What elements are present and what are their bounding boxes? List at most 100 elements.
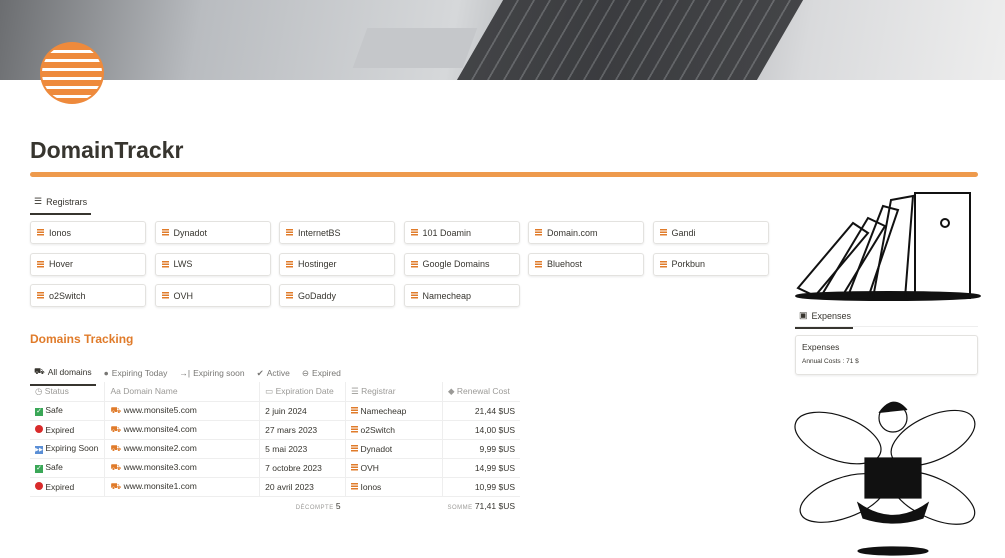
registrar-card[interactable]: OVH [154,284,271,307]
minus-icon: ⊖ [301,367,310,378]
date-cell: 5 mai 2023 [259,439,347,459]
table-row[interactable]: ✓ Safe ⛟ www.monsite3.com 7 octobre 2023… [30,458,520,478]
registrar-cell[interactable]: o2Switch [345,420,443,440]
globe-icon: ⛟ [110,423,122,434]
status-cell: ✓ Safe [30,401,106,421]
cost-cell: 14,00 $US [442,420,520,440]
date-cell: 2 juin 2024 [259,401,347,421]
globe-icon: ⛟ [110,442,122,453]
registrar-cell[interactable]: Namecheap [345,401,443,421]
table-row[interactable]: ▶▶ Expiring Soon ⛟ www.monsite2.com 5 ma… [30,439,520,459]
globe-icon: ⛟ [110,461,122,472]
registrar-card[interactable]: Namecheap [403,284,520,307]
list-icon [535,229,542,236]
list-icon [286,292,293,299]
list-icon [351,406,359,414]
expenses-card[interactable]: Expenses Annual Costs : 71 $ [795,335,978,375]
registrar-card[interactable]: Bluehost [528,252,644,276]
status-cell: Expired [30,477,106,497]
cost-cell: 9,99 $US [442,439,520,459]
list-icon: ☰ [34,196,43,206]
check-box-icon: ✓ [35,408,43,416]
list-icon [351,463,359,471]
registrar-card[interactable]: LWS [154,252,271,276]
money-icon: ▣ [799,310,808,320]
tab-expired[interactable]: ⊖ Expired [301,367,341,379]
registrar-card[interactable]: Hover [30,252,146,276]
col-date[interactable]: ▭ Expiration Date [259,382,347,402]
cost-cell: 10,99 $US [442,477,520,497]
red-circle-icon [35,424,43,435]
tab-expenses[interactable]: ▣ Expenses [795,308,853,329]
registrar-cell[interactable]: Ionos [345,477,443,497]
registrar-card[interactable]: Google Domains [403,252,520,276]
registrar-card[interactable]: o2Switch [30,284,146,307]
list-icon [351,444,359,452]
registrar-card[interactable]: GoDaddy [279,284,395,307]
list-icon [351,425,359,433]
arrow-icon: →| [179,368,191,378]
status-cell: Expired [30,420,106,440]
books-illustration [795,192,981,301]
list-icon [37,292,44,299]
registrar-cell[interactable]: Dynadot [345,439,443,459]
tab-expiring-today[interactable]: ● Expiring Today [103,368,168,378]
divider [30,172,978,177]
list-icon [161,229,169,236]
domains-table: ◷ Status Aa Domain Name ▭ Expiration Dat… [30,382,520,515]
table-row[interactable]: Expired ⛟ www.monsite4.com 27 mars 2023 … [30,420,520,440]
list-icon [535,260,542,268]
domain-cell[interactable]: ⛟ www.monsite1.com [104,477,261,497]
col-domain[interactable]: Aa Domain Name [104,382,261,402]
domain-cell[interactable]: ⛟ www.monsite5.com [104,401,261,421]
registrar-card[interactable]: Gandi [652,221,769,244]
logo-icon [40,42,104,104]
list-icon [351,482,359,490]
list-icon [286,229,293,236]
registrar-card[interactable]: Ionos [30,221,146,244]
fast-forward-icon: ▶▶ [35,446,43,454]
registrar-card[interactable]: Porkbun [652,252,769,276]
tab-expiring-soon[interactable]: →| Expiring soon [179,368,245,378]
list-icon [286,260,293,268]
domain-cell[interactable]: ⛟ www.monsite2.com [104,439,261,459]
list-icon [659,260,667,268]
status-cell: ✓ Safe [30,458,106,478]
date-cell: 27 mars 2023 [259,420,347,440]
tab-active[interactable]: ✔ Active [256,367,290,379]
col-registrar[interactable]: ☰ Registrar [345,382,443,402]
list-icon [410,260,418,268]
cost-cell: 21,44 $US [442,401,520,421]
registrar-card[interactable]: Hostinger [279,252,395,276]
col-status[interactable]: ◷ Status [30,382,106,402]
red-circle-icon [35,481,43,492]
count-footer: DÉCOMPTE 5 [295,500,341,511]
registrar-card[interactable]: Domain.com [528,221,644,244]
list-icon [410,292,418,299]
registrar-card[interactable]: InternetBS [279,221,395,244]
alert-icon: ● [103,368,109,378]
page-title: DomainTrackr [30,137,184,163]
table-row[interactable]: ✓ Safe ⛟ www.monsite5.com 2 juin 2024 Na… [30,401,520,421]
list-icon [410,229,418,236]
check-icon: ✔ [256,367,264,378]
list-icon [161,260,169,268]
section-heading: Domains Tracking [30,332,134,346]
registrar-card[interactable]: 101 Doamin [403,221,520,244]
domain-cell[interactable]: ⛟ www.monsite4.com [104,420,261,440]
check-box-icon: ✓ [35,465,43,473]
date-cell: 20 avril 2023 [259,477,347,497]
list-icon [37,260,44,268]
globe-icon: ⛟ [34,366,45,376]
list-icon [37,229,44,236]
status-cell: ▶▶ Expiring Soon [30,439,106,459]
registrar-card[interactable]: Dynadot [154,221,271,244]
list-icon [659,229,667,236]
tab-registrars[interactable]: ☰ Registrars [30,194,92,215]
col-cost[interactable]: ◆ Renewal Cost [442,382,520,402]
globe-icon: ⛟ [110,480,122,491]
domain-cell[interactable]: ⛟ www.monsite3.com [104,458,261,478]
registrar-cell[interactable]: OVH [345,458,443,478]
date-cell: 7 octobre 2023 [259,458,347,478]
table-row[interactable]: Expired ⛟ www.monsite1.com 20 avril 2023… [30,477,520,497]
